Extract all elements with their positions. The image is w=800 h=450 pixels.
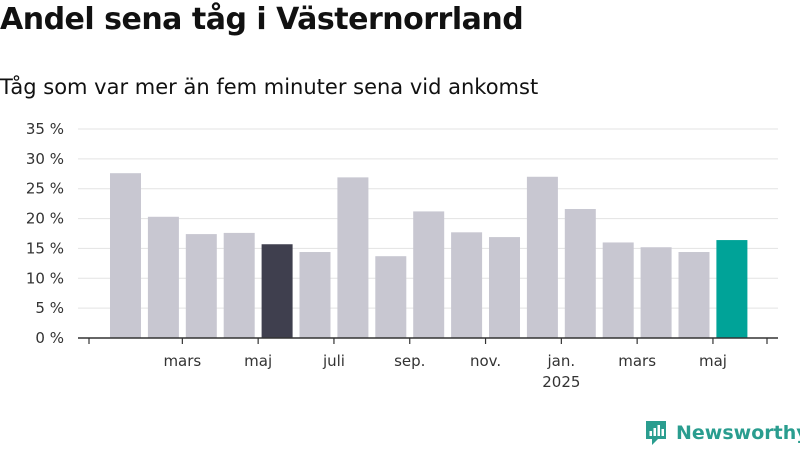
x-tick-year-label: 2025 bbox=[542, 373, 580, 391]
chart-title: Andel sena tåg i Västernorrland bbox=[0, 2, 524, 37]
bar bbox=[337, 177, 369, 338]
y-tick-label: 15 % bbox=[26, 239, 64, 257]
bar bbox=[602, 242, 634, 338]
x-tick-label: maj bbox=[699, 352, 727, 370]
y-tick-label: 25 % bbox=[26, 180, 64, 198]
y-tick-label: 35 % bbox=[26, 120, 64, 138]
y-tick-label: 20 % bbox=[26, 210, 64, 228]
y-tick-label: 30 % bbox=[26, 150, 64, 168]
y-tick-label: 5 % bbox=[35, 299, 64, 317]
bar bbox=[110, 173, 141, 338]
bar bbox=[526, 176, 558, 338]
bar bbox=[375, 256, 407, 338]
x-tick-label: mars bbox=[163, 352, 201, 370]
bar bbox=[564, 209, 596, 338]
chart-subtitle: Tåg som var mer än fem minuter sena vid … bbox=[0, 75, 539, 99]
y-tick-label: 0 % bbox=[35, 329, 64, 347]
x-tick-label: nov. bbox=[470, 352, 501, 370]
bar bbox=[678, 252, 710, 338]
bar bbox=[185, 234, 217, 338]
bar bbox=[147, 216, 179, 338]
bar bbox=[261, 244, 293, 338]
bar bbox=[299, 252, 331, 338]
bar bbox=[716, 240, 748, 338]
bar bbox=[451, 232, 483, 338]
newsworthy-logo-icon bbox=[646, 421, 666, 445]
bar bbox=[413, 211, 445, 338]
bar bbox=[489, 237, 520, 338]
bar bbox=[223, 232, 255, 338]
newsworthy-logo-text: Newsworthy bbox=[676, 422, 800, 444]
newsworthy-logo: Newsworthy bbox=[644, 419, 800, 447]
x-tick-label: mars bbox=[618, 352, 656, 370]
x-tick-label: maj bbox=[244, 352, 272, 370]
y-tick-label: 10 % bbox=[26, 269, 64, 287]
x-tick-label: jan. bbox=[547, 352, 576, 370]
x-tick-label: juli bbox=[322, 352, 345, 370]
bar bbox=[640, 247, 672, 338]
x-tick-label: sep. bbox=[394, 352, 425, 370]
